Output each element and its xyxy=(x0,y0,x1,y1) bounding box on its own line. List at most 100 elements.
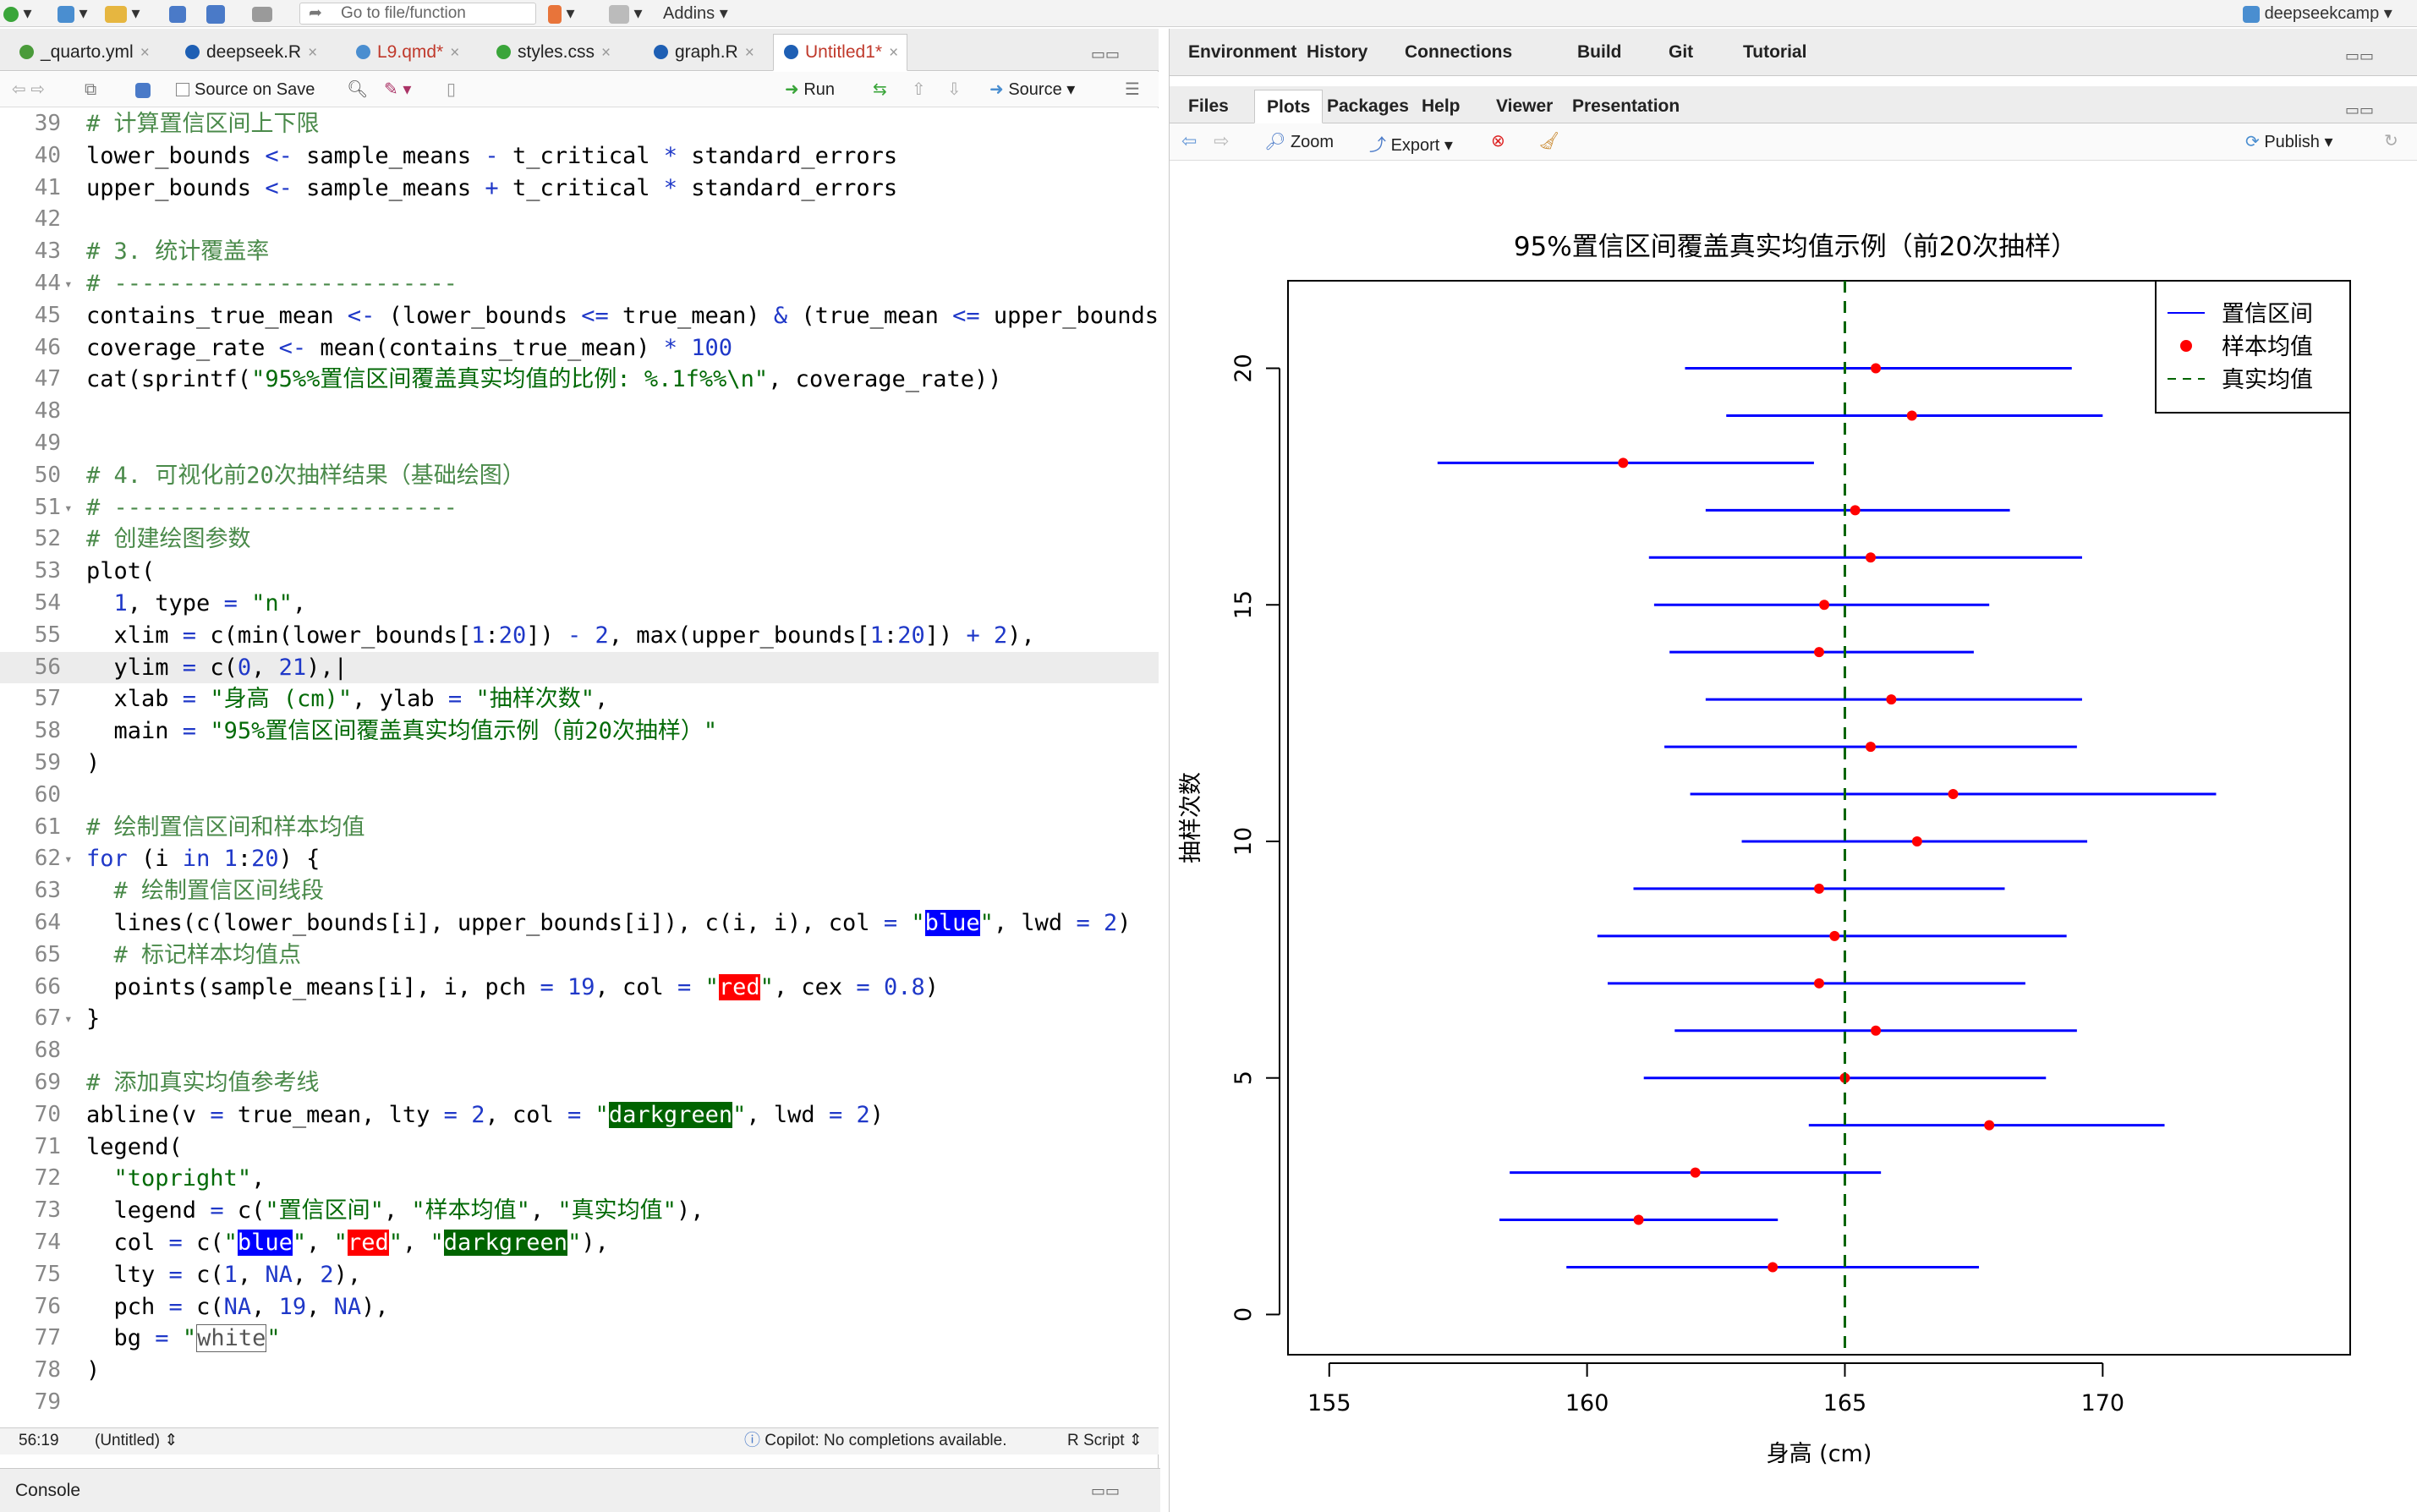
plots-pane-resize-icon[interactable]: ▭▭ xyxy=(2345,101,2375,118)
addins-menu[interactable]: Addins ▾ xyxy=(663,4,728,23)
code-line[interactable]: 56 ylim = c(0, 21),| xyxy=(0,651,1159,684)
code-line[interactable]: 73 legend = c("置信区间", "样本均值", "真实均值"), xyxy=(0,1195,1159,1227)
file-tab[interactable]: styles.css × xyxy=(485,34,620,71)
code-line[interactable]: 68 xyxy=(0,1035,1159,1067)
pane-tab-presentation[interactable]: Presentation xyxy=(1572,96,1680,116)
pane-tab-build[interactable]: Build xyxy=(1577,42,1622,62)
code-line[interactable]: 74 col = c("blue", "red", "darkgreen"), xyxy=(0,1227,1159,1259)
code-line[interactable]: 43 # 3. 统计覆盖率 xyxy=(0,236,1159,268)
code-line[interactable]: 69 # 添加真实均值参考线 xyxy=(0,1067,1159,1099)
fold-chevron-icon[interactable]: ▾ xyxy=(64,851,73,868)
close-tab-icon[interactable]: × xyxy=(308,44,318,62)
code-line[interactable]: 79 xyxy=(0,1387,1159,1419)
fold-chevron-icon[interactable]: ▾ xyxy=(64,1011,73,1027)
code-line[interactable]: 45 contains_true_mean <- (lower_bounds <=… xyxy=(0,300,1159,332)
pane-tab-environment[interactable]: Environment xyxy=(1188,42,1297,62)
outline-icon[interactable]: ☰ xyxy=(1125,80,1140,99)
file-tab[interactable]: _quarto.yml × xyxy=(8,34,159,71)
code-line[interactable]: 70 abline(v = true_mean, lty = 2, col = "… xyxy=(0,1099,1159,1131)
code-line[interactable]: 47 cat(sprintf("95%%置信区间覆盖真实均值的比例: %.1f%%… xyxy=(0,364,1159,396)
code-line[interactable]: 44 ▾ # ------------------------- xyxy=(0,268,1159,300)
save-icon[interactable] xyxy=(169,3,186,24)
compile-report-icon[interactable]: ▯ xyxy=(447,80,457,99)
code-line[interactable]: 77 bg = "white" xyxy=(0,1323,1159,1355)
grid-icon[interactable]: ▾ xyxy=(609,3,643,24)
next-section-icon[interactable]: ⇩ xyxy=(947,80,962,99)
prev-section-icon[interactable]: ⇧ xyxy=(912,80,926,99)
next-plot-icon[interactable]: ⇨ xyxy=(1214,130,1230,151)
code-line[interactable]: 57 xlab = "身高 (cm)", ylab = "抽样次数", xyxy=(0,683,1159,715)
close-tab-icon[interactable]: × xyxy=(601,44,611,62)
filetype-menu[interactable]: R Script ⇕ xyxy=(1067,1432,1143,1449)
publish-button[interactable]: ⟳ Publish ▾ xyxy=(2245,133,2333,151)
save-all-icon[interactable] xyxy=(206,3,225,24)
code-line[interactable]: 39 # 计算置信区间上下限 xyxy=(0,108,1159,140)
close-tab-icon[interactable]: × xyxy=(889,44,899,62)
pane-tab-tutorial[interactable]: Tutorial xyxy=(1743,42,1807,62)
code-line[interactable]: 53 plot( xyxy=(0,556,1159,588)
run-button[interactable]: ➜ Run xyxy=(785,79,835,101)
print-icon[interactable] xyxy=(252,3,272,24)
code-line[interactable]: 54 1, type = "n", xyxy=(0,588,1159,620)
code-line[interactable]: 50 # 4. 可视化前20次抽样结果（基础绘图） xyxy=(0,460,1159,492)
code-line[interactable]: 49 xyxy=(0,428,1159,460)
code-line[interactable]: 51 ▾ # ------------------------- xyxy=(0,492,1159,524)
file-tab[interactable]: L9.qmd* × xyxy=(345,34,469,71)
code-line[interactable]: 52 # 创建绘图参数 xyxy=(0,523,1159,556)
code-line[interactable]: 41 upper_bounds <- sample_means + t_criti… xyxy=(0,173,1159,205)
code-line[interactable]: 46 coverage_rate <- mean(contains_true_me… xyxy=(0,332,1159,364)
code-line[interactable]: 72 "topright", xyxy=(0,1163,1159,1195)
code-tools-icon[interactable]: ✎ ▾ xyxy=(384,80,412,99)
pane-tab-viewer[interactable]: Viewer xyxy=(1496,96,1554,116)
pane-tab-plots[interactable]: Plots xyxy=(1254,90,1324,123)
code-line[interactable]: 62 ▾ for (i in 1:20) { xyxy=(0,843,1159,875)
scope-menu[interactable]: (Untitled) ⇕ xyxy=(95,1432,178,1449)
project-menu[interactable]: deepseekcamp ▾ xyxy=(2243,3,2392,24)
code-line[interactable]: 71 legend( xyxy=(0,1131,1159,1164)
refresh-icon[interactable]: ↻ xyxy=(2384,132,2398,151)
pane-tab-connections[interactable]: Connections xyxy=(1405,42,1513,62)
code-line[interactable]: 42 xyxy=(0,204,1159,236)
search-icon[interactable]: 🔍︎ xyxy=(347,80,369,99)
code-line[interactable]: 63 # 绘制置信区间线段 xyxy=(0,875,1159,907)
code-line[interactable]: 76 pch = c(NA, 19, NA), xyxy=(0,1291,1159,1323)
code-line[interactable]: 66 points(sample_means[i], i, pch = 19, … xyxy=(0,972,1159,1004)
clear-plots-broom-icon[interactable]: 🧹︎ xyxy=(1538,132,1560,151)
code-line[interactable]: 60 xyxy=(0,780,1159,812)
export-button[interactable]: ⤴ Export ▾ xyxy=(1369,136,1453,155)
file-tab[interactable]: deepseek.R × xyxy=(174,34,326,71)
close-tab-icon[interactable]: × xyxy=(140,44,150,62)
file-tab[interactable]: graph.R × xyxy=(643,34,764,71)
code-line[interactable]: 64 lines(c(lower_bounds[i], upper_bounds… xyxy=(0,907,1159,940)
open-file-icon[interactable]: ▾ xyxy=(105,3,140,24)
source-button[interactable]: ➜ Source ▾ xyxy=(989,80,1076,99)
prev-plot-icon[interactable]: ⇦ xyxy=(1181,130,1198,151)
fold-chevron-icon[interactable]: ▾ xyxy=(64,276,73,292)
code-line[interactable]: 55 xlim = c(min(lower_bounds[1:20]) - 2,… xyxy=(0,620,1159,652)
new-project-icon[interactable]: ▾ xyxy=(58,3,88,24)
code-line[interactable]: 58 main = "95%置信区间覆盖真实均值示例（前20次抽样）" xyxy=(0,715,1159,748)
code-line[interactable]: 59) xyxy=(0,748,1159,780)
source-on-save-checkbox[interactable]: Source on Save xyxy=(176,79,315,101)
pane-tab-packages[interactable]: Packages xyxy=(1327,96,1409,116)
show-in-window-icon[interactable]: ⧉ xyxy=(85,80,97,99)
new-file-icon[interactable]: ▾ xyxy=(3,3,32,24)
console-restore-icon[interactable]: ▭▭ xyxy=(1091,1482,1121,1499)
back-arrow-icon[interactable]: ⇦ ⇨ xyxy=(12,80,46,99)
file-tab[interactable]: Untitled1* × xyxy=(773,34,908,71)
git-icon[interactable]: ▾ xyxy=(548,3,575,24)
close-tab-icon[interactable]: × xyxy=(744,44,754,62)
pane-tab-files[interactable]: Files xyxy=(1188,96,1229,116)
pane-tab-git[interactable]: Git xyxy=(1669,42,1694,62)
code-line[interactable]: 78) xyxy=(0,1355,1159,1387)
fold-chevron-icon[interactable]: ▾ xyxy=(64,499,73,516)
code-line[interactable]: 65 # 标记样本均值点 xyxy=(0,940,1159,972)
remove-plot-icon[interactable]: ⊗ xyxy=(1491,132,1505,151)
pane-tab-history[interactable]: History xyxy=(1307,42,1368,62)
rerun-icon[interactable]: ⇆ xyxy=(873,80,887,99)
env-pane-resize-icon[interactable]: ▭▭ xyxy=(2345,47,2375,64)
save-file-icon[interactable] xyxy=(135,79,151,101)
zoom-button[interactable]: 🔎︎ Zoom xyxy=(1264,131,1334,152)
code-line[interactable]: 40 lower_bounds <- sample_means - t_criti… xyxy=(0,140,1159,173)
code-line[interactable]: 67 ▾} xyxy=(0,1003,1159,1035)
